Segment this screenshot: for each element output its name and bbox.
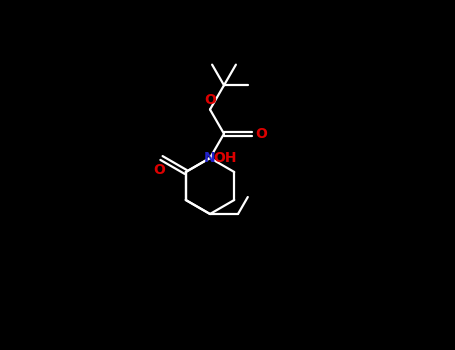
Text: O: O	[154, 163, 166, 177]
Text: O: O	[255, 127, 267, 141]
Text: O: O	[204, 92, 216, 106]
Text: OH: OH	[213, 151, 237, 165]
Text: N: N	[204, 151, 216, 165]
